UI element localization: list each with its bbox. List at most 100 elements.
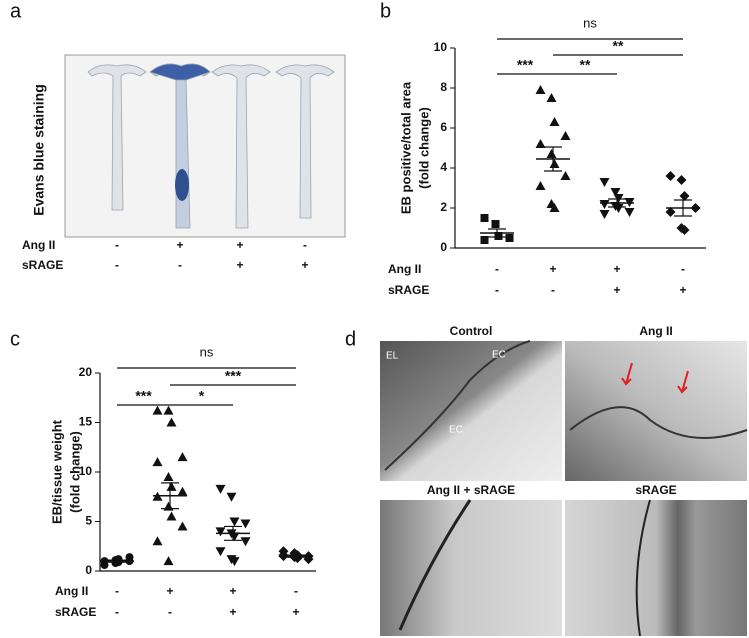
y-axis-label: (fold change) — [67, 431, 82, 513]
data-point — [163, 501, 174, 511]
image-title: sRAGE — [635, 483, 676, 497]
data-point — [163, 405, 174, 415]
condition-sign: + — [613, 262, 620, 276]
data-point — [229, 517, 240, 527]
data-point — [535, 139, 546, 148]
data-point — [560, 131, 571, 140]
data-point — [546, 149, 557, 158]
significance-label: *** — [135, 388, 152, 404]
condition-sign: - — [495, 283, 499, 297]
image-title: Ang II + sRAGE — [427, 483, 515, 497]
data-point — [166, 417, 177, 427]
condition-label: sRAGE — [22, 258, 63, 272]
membrane — [635, 499, 651, 637]
data-point — [215, 527, 226, 537]
data-point — [152, 457, 163, 467]
data-point — [240, 519, 251, 529]
condition-sign: - — [115, 238, 119, 252]
condition-label: sRAGE — [55, 605, 96, 619]
image-label: EL — [386, 351, 399, 362]
y-axis-label: EB/tissue weight — [49, 419, 64, 524]
condition-label: Ang II — [55, 584, 88, 598]
data-point — [229, 532, 240, 542]
y-tick-label: 20 — [79, 365, 93, 379]
condition-sign: - — [681, 262, 685, 276]
y-tick-label: 5 — [85, 514, 92, 528]
data-point — [676, 175, 687, 185]
data-point — [599, 200, 610, 209]
y-tick-label: 6 — [440, 120, 447, 134]
data-point — [624, 208, 635, 217]
em-image — [565, 500, 747, 636]
significance-label: *** — [225, 368, 242, 384]
significance-label: ** — [613, 38, 624, 54]
condition-sign: + — [236, 238, 243, 252]
data-point — [152, 536, 163, 546]
significance-label: ns — [200, 344, 214, 359]
data-point — [610, 188, 621, 197]
significance-label: ** — [580, 57, 591, 73]
data-point — [679, 225, 690, 235]
condition-sign: + — [166, 584, 173, 598]
membrane — [384, 340, 531, 471]
y-axis-label: (fold change) — [416, 107, 431, 189]
data-point — [480, 214, 489, 222]
condition-sign: + — [292, 605, 299, 619]
condition-sign: - — [294, 584, 298, 598]
data-point — [229, 557, 240, 567]
data-point — [125, 553, 134, 562]
data-point — [679, 191, 690, 201]
condition-sign: + — [301, 258, 308, 272]
y-tick-label: 0 — [85, 563, 92, 577]
y-axis-label: EB positive/total area — [398, 81, 413, 214]
significance-label: * — [199, 388, 205, 404]
data-point — [163, 556, 174, 566]
y-tick-label: 0 — [440, 240, 447, 254]
panel-letter: b — [380, 0, 391, 22]
panel-letter: a — [10, 0, 22, 22]
condition-sign: + — [679, 283, 686, 297]
data-point — [177, 521, 188, 531]
em-image — [380, 500, 562, 636]
data-point — [166, 511, 177, 521]
data-point — [665, 207, 676, 217]
data-point — [152, 405, 163, 415]
data-point — [166, 481, 177, 491]
condition-sign: - — [115, 258, 119, 272]
data-point — [177, 452, 188, 462]
data-point — [494, 232, 503, 240]
data-point — [480, 236, 489, 244]
y-tick-label: 4 — [440, 160, 447, 174]
data-point — [549, 117, 560, 126]
y-tick-label: 10 — [79, 464, 93, 478]
image-label: EC — [449, 425, 463, 436]
membrane — [569, 406, 748, 439]
condition-sign: - — [551, 283, 555, 297]
condition-sign: - — [115, 584, 119, 598]
data-point — [226, 492, 237, 502]
aorta-photos — [87, 63, 335, 229]
arrow — [677, 370, 689, 394]
data-point — [665, 171, 676, 181]
data-point — [549, 203, 560, 212]
membrane — [398, 499, 472, 631]
data-point — [549, 159, 560, 168]
condition-sign: - — [178, 258, 182, 272]
panel-letter: c — [10, 328, 20, 350]
y-tick-label: 8 — [440, 80, 447, 94]
data-point — [535, 85, 546, 94]
em-image — [380, 341, 562, 481]
data-point — [599, 178, 610, 187]
y-tick-label: 10 — [434, 40, 448, 54]
data-point — [163, 471, 174, 481]
condition-sign: + — [176, 238, 183, 252]
em-image — [565, 341, 747, 481]
condition-label: Ang II — [388, 262, 421, 276]
condition-sign: + — [236, 258, 243, 272]
data-point — [560, 171, 571, 180]
condition-sign: + — [613, 283, 620, 297]
data-point — [215, 547, 226, 557]
data-point — [613, 204, 624, 213]
condition-sign: + — [549, 262, 556, 276]
y-tick-label: 15 — [79, 415, 93, 429]
